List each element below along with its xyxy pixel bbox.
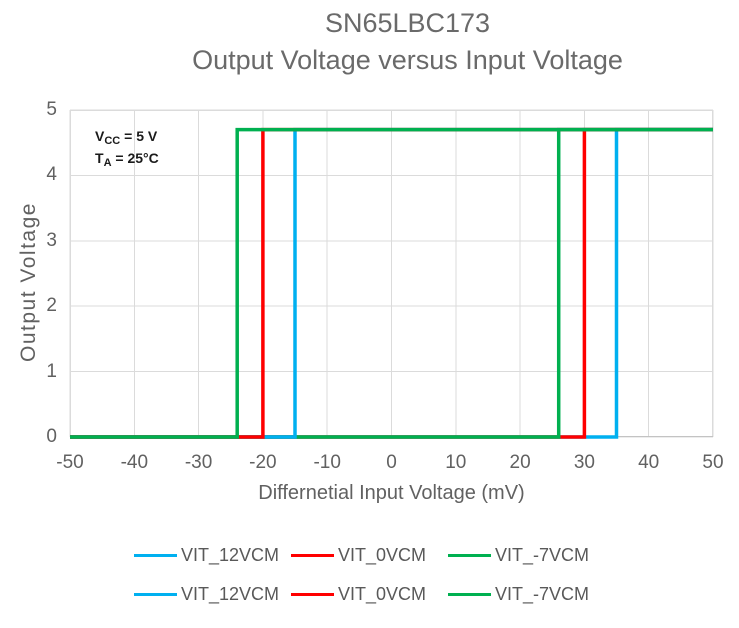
legend-line-swatch [291, 592, 334, 597]
y-tick-label: 4 [46, 164, 57, 186]
vcc-value: = 5 V [120, 128, 158, 144]
x-tick-label: -50 [56, 452, 84, 473]
conditions-annotation: VCC = 5 V TA = 25°C [95, 128, 159, 172]
chart-subtitle: Output Voltage versus Input Voltage [192, 45, 623, 75]
legend: VIT_12VCM VIT_0VCM VIT_-7VCM VIT_12VCM VIT_0… [0, 536, 739, 614]
legend-entry: VIT_-7VCM [448, 584, 605, 605]
legend-entry: VIT_-7VCM [448, 545, 605, 566]
legend-entry: VIT_0VCM [291, 545, 448, 566]
legend-label: VIT_0VCM [338, 584, 427, 604]
y-tick-label: 3 [46, 229, 57, 251]
legend-row: VIT_12VCM VIT_0VCM VIT_-7VCM [0, 536, 739, 575]
annotation-ta: TA = 25°C [95, 150, 159, 172]
vcc-subscript: CC [104, 135, 121, 147]
x-tick-label: 10 [445, 452, 467, 473]
legend-label: VIT_12VCM [181, 545, 280, 565]
legend-label: VIT_12VCM [181, 584, 280, 604]
ta-value: = 25°C [111, 150, 159, 166]
x-tick-label: -30 [184, 452, 213, 473]
series-line-VIT_-7VCM-5 [70, 127, 713, 439]
x-tick-label: 50 [702, 452, 724, 473]
chart-title: SN65LBC173 [324, 8, 491, 38]
legend-entry: VIT_12VCM [134, 545, 291, 566]
legend-line-swatch [134, 553, 177, 558]
legend-line-swatch [448, 553, 491, 558]
plot-area [69, 109, 714, 439]
x-tick-label: 0 [386, 452, 397, 473]
chart-title-block: SN65LBC173 Output Voltage versus Input V… [38, 5, 739, 78]
x-tick-label: -10 [313, 452, 341, 473]
legend-line-swatch [448, 592, 491, 597]
plot-svg [69, 109, 714, 439]
legend-label: VIT_-7VCM [495, 545, 590, 565]
x-tick-label: 40 [638, 452, 660, 473]
y-tick-label: 2 [46, 295, 57, 317]
annotation-vcc: VCC = 5 V [95, 128, 159, 150]
y-tick-label: 5 [46, 99, 57, 120]
x-tick-label: 20 [509, 452, 531, 473]
x-tick-label: -40 [120, 452, 149, 473]
y-tick-label: 0 [46, 426, 57, 447]
legend-label: VIT_0VCM [338, 545, 427, 565]
legend-label: VIT_-7VCM [495, 584, 590, 604]
x-tick-label: -20 [249, 452, 277, 473]
y-axis-title: Output Voltage [17, 202, 40, 362]
x-axis-title: Differnetial Input Voltage (mV) [258, 482, 525, 504]
legend-line-swatch [134, 592, 177, 597]
legend-line-swatch [291, 553, 334, 558]
ta-subscript: A [103, 157, 112, 169]
legend-entry: VIT_12VCM [134, 584, 291, 605]
x-tick-label: 30 [573, 452, 595, 473]
ta-symbol: T [95, 150, 104, 166]
vcc-symbol: V [95, 128, 105, 144]
legend-entry: VIT_0VCM [291, 584, 448, 605]
y-tick-label: 1 [46, 360, 57, 382]
legend-row: VIT_12VCM VIT_0VCM VIT_-7VCM [0, 575, 739, 614]
